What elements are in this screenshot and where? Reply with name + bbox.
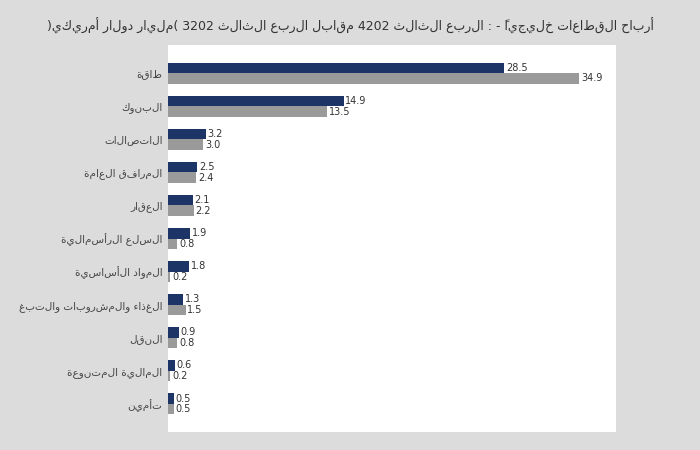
Text: 2.4: 2.4 bbox=[198, 173, 214, 183]
Text: 34.9: 34.9 bbox=[581, 73, 603, 83]
Text: 0.5: 0.5 bbox=[176, 394, 191, 404]
Text: 0.6: 0.6 bbox=[177, 360, 192, 370]
Text: 0.8: 0.8 bbox=[179, 239, 195, 249]
Bar bbox=[168, 162, 197, 172]
Text: 1.9: 1.9 bbox=[193, 228, 207, 238]
Bar bbox=[168, 206, 194, 216]
Text: 28.5: 28.5 bbox=[506, 63, 527, 73]
Bar bbox=[168, 140, 204, 150]
Text: 14.9: 14.9 bbox=[345, 96, 367, 106]
Bar bbox=[168, 371, 170, 381]
Bar bbox=[168, 294, 183, 305]
Bar bbox=[168, 238, 177, 249]
Text: 1.3: 1.3 bbox=[185, 294, 200, 304]
Text: 0.2: 0.2 bbox=[172, 371, 188, 381]
Text: 0.5: 0.5 bbox=[176, 404, 191, 414]
Bar bbox=[168, 338, 177, 348]
Text: )يكيرمأ رالود رايلم( 3202 ثلاثلا عبرلا لباقم 4202 ثلاثلا عبرلا : - ًايجيلخ تاعاط: )يكيرمأ رالود رايلم( 3202 ثلاثلا عبرلا ل… bbox=[47, 18, 653, 34]
Text: 3.2: 3.2 bbox=[207, 129, 223, 139]
Bar bbox=[168, 228, 190, 238]
Bar bbox=[168, 96, 344, 106]
Bar bbox=[168, 261, 189, 271]
Bar bbox=[168, 129, 206, 140]
Bar bbox=[168, 172, 196, 183]
Text: 0.8: 0.8 bbox=[179, 338, 195, 348]
Text: 3.0: 3.0 bbox=[205, 140, 220, 149]
Text: 1.8: 1.8 bbox=[191, 261, 206, 271]
Text: 1.5: 1.5 bbox=[188, 305, 203, 315]
Bar bbox=[168, 404, 174, 414]
Bar bbox=[168, 393, 174, 404]
Text: 13.5: 13.5 bbox=[329, 107, 351, 117]
Text: 2.1: 2.1 bbox=[195, 195, 210, 205]
Bar bbox=[168, 195, 193, 206]
Text: 0.9: 0.9 bbox=[181, 328, 195, 338]
Bar bbox=[168, 73, 580, 84]
Bar bbox=[168, 63, 504, 73]
Bar bbox=[168, 305, 186, 315]
Text: 2.5: 2.5 bbox=[199, 162, 215, 172]
Text: 0.2: 0.2 bbox=[172, 272, 188, 282]
Bar bbox=[168, 327, 178, 338]
Bar bbox=[168, 360, 175, 371]
Bar bbox=[168, 271, 170, 282]
Bar bbox=[168, 106, 327, 117]
Text: 2.2: 2.2 bbox=[196, 206, 211, 216]
